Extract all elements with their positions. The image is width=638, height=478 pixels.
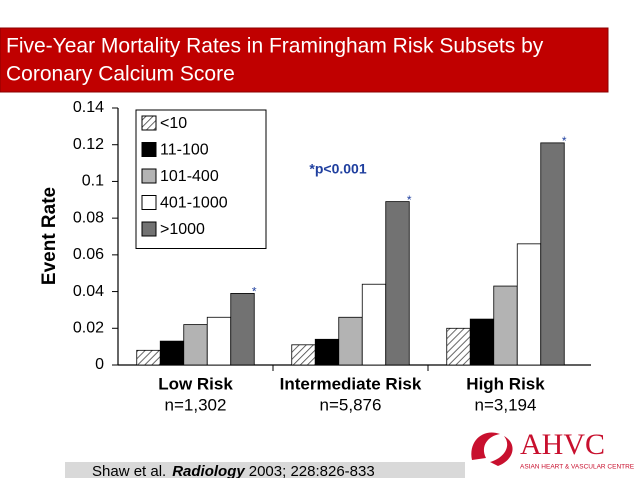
y-tick-label: 0 bbox=[95, 356, 104, 373]
bar bbox=[338, 316, 363, 366]
x-tick-label: Low Risk bbox=[158, 374, 233, 393]
bar bbox=[516, 243, 542, 366]
legend-swatch bbox=[141, 115, 157, 131]
bar bbox=[493, 285, 518, 366]
annotation: *p<0.001 bbox=[309, 161, 366, 177]
legend-swatch bbox=[141, 168, 157, 184]
bar bbox=[385, 201, 410, 366]
x-tick-sublabel: n=5,876 bbox=[320, 395, 382, 414]
legend-box bbox=[135, 109, 267, 249]
bar-marker: * bbox=[562, 134, 567, 148]
y-tick-label: 0.12 bbox=[73, 136, 104, 153]
y-tick-label: 0.1 bbox=[82, 173, 104, 190]
logo-icon bbox=[471, 432, 513, 466]
bar bbox=[469, 318, 495, 366]
bar bbox=[314, 338, 340, 366]
legend-swatch bbox=[141, 195, 157, 210]
bar bbox=[540, 142, 565, 366]
chart-title: Coronary Calcium Score bbox=[6, 63, 235, 86]
bar-marker: * bbox=[407, 193, 412, 207]
title-banner bbox=[0, 27, 609, 93]
citation: Shaw et al. Radiology 2003; 228:826-833 bbox=[92, 463, 375, 478]
bar bbox=[183, 324, 208, 366]
y-tick-label: 0.08 bbox=[73, 209, 104, 226]
bar bbox=[361, 283, 387, 366]
citation-authors: Shaw et al. bbox=[92, 463, 166, 478]
y-tick-label: 0.06 bbox=[73, 246, 104, 263]
y-tick-label: 0.04 bbox=[73, 283, 104, 300]
citation-journal: Radiology bbox=[172, 463, 245, 478]
x-tick-label: High Risk bbox=[466, 374, 545, 393]
logo-name: AHVC bbox=[520, 428, 605, 461]
x-tick-sublabel: n=3,194 bbox=[475, 395, 537, 414]
bar bbox=[159, 340, 185, 366]
citation-bar bbox=[65, 462, 465, 478]
legend-label: 401-1000 bbox=[160, 195, 228, 212]
bar-marker: * bbox=[252, 285, 257, 299]
bar bbox=[136, 349, 161, 366]
bar bbox=[206, 316, 232, 366]
x-tick-sublabel: n=1,302 bbox=[165, 395, 227, 414]
x-tick-label: Intermediate Risk bbox=[280, 374, 422, 393]
y-axis-label: Event Rate bbox=[39, 187, 60, 285]
chart-title: Five-Year Mortality Rates in Framingham … bbox=[6, 35, 544, 58]
legend-swatch bbox=[141, 221, 157, 237]
citation-details: 2003; 228:826-833 bbox=[249, 463, 375, 478]
legend-label: <10 bbox=[160, 115, 187, 132]
bar bbox=[291, 344, 316, 366]
legend-label: 11-100 bbox=[160, 142, 209, 159]
legend-label: >1000 bbox=[160, 221, 205, 238]
bar bbox=[230, 293, 255, 366]
logo-subtitle: ASIAN HEART & VASCULAR CENTRE bbox=[520, 464, 635, 471]
legend-swatch bbox=[141, 142, 157, 157]
bar bbox=[446, 327, 471, 366]
y-tick-label: 0.02 bbox=[73, 320, 104, 337]
legend-label: 101-400 bbox=[160, 168, 219, 185]
y-tick-label: 0.14 bbox=[73, 99, 104, 116]
